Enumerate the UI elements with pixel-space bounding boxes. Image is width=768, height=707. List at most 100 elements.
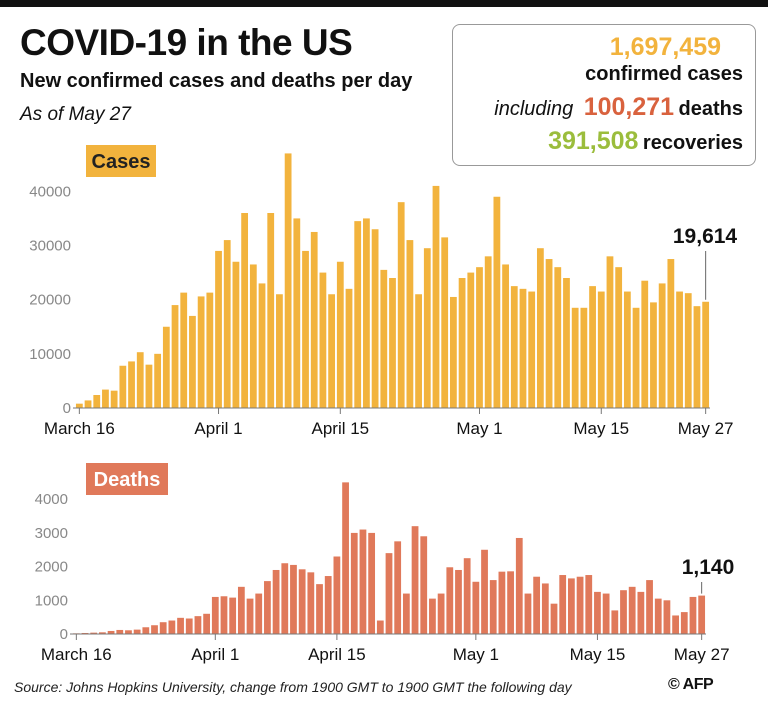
bar	[237, 586, 245, 634]
bar	[620, 590, 627, 634]
bar	[684, 293, 692, 408]
bar	[455, 569, 462, 634]
bar	[267, 213, 275, 408]
bar	[203, 613, 211, 634]
bar	[702, 301, 710, 408]
bar	[628, 586, 636, 634]
bar	[689, 596, 697, 634]
x-tick-label: May 1	[453, 645, 499, 664]
bar	[102, 389, 109, 408]
bar	[571, 307, 579, 408]
bar	[650, 302, 657, 408]
bar	[528, 291, 536, 408]
bar	[698, 595, 706, 634]
bar	[180, 292, 188, 408]
bar	[229, 597, 237, 634]
bar	[632, 307, 640, 408]
bar	[576, 576, 584, 634]
recoveries-total: 391,508	[548, 127, 639, 155]
bar	[185, 618, 193, 634]
bar	[432, 185, 440, 408]
bar	[397, 202, 405, 408]
bar	[641, 280, 649, 408]
bar	[658, 283, 666, 408]
series-tag-box	[86, 145, 156, 177]
bar	[189, 315, 196, 408]
bar	[429, 598, 436, 634]
bar	[563, 278, 570, 408]
bar	[406, 240, 414, 408]
bar	[368, 532, 376, 634]
bar	[284, 153, 292, 408]
bar	[510, 286, 518, 408]
bar	[125, 630, 132, 634]
bar	[672, 615, 679, 634]
bar	[646, 580, 653, 634]
bar	[90, 632, 98, 634]
bar	[293, 218, 301, 408]
bar	[359, 529, 367, 634]
bar	[162, 326, 170, 408]
bar	[693, 306, 701, 408]
bar	[223, 240, 231, 408]
bar	[177, 617, 184, 634]
bar	[411, 526, 419, 634]
bar	[476, 267, 483, 408]
bar	[446, 567, 454, 634]
bar	[394, 541, 402, 634]
bar	[354, 221, 362, 408]
bar	[585, 575, 593, 634]
bar	[211, 596, 219, 634]
bar	[541, 583, 549, 634]
bar	[319, 272, 327, 408]
source-note: Source: Johns Hopkins University, change…	[14, 679, 572, 695]
bar	[597, 291, 605, 408]
y-tick-label: 20000	[29, 292, 71, 309]
cases-label-line: confirmed cases	[585, 63, 743, 86]
bar	[515, 537, 523, 634]
bar	[554, 267, 562, 408]
bar	[380, 269, 388, 408]
bar	[350, 532, 358, 634]
bar	[276, 294, 283, 408]
bar	[524, 593, 532, 634]
page-subtitle: New confirmed cases and deaths per day	[20, 70, 413, 92]
recoveries-line: 391,508 recoveries	[548, 127, 743, 156]
x-tick-label: March 16	[44, 419, 115, 438]
cases-label: confirmed cases	[585, 63, 743, 85]
bar	[194, 616, 202, 634]
bar	[215, 250, 222, 408]
y-tick-label: 30000	[29, 238, 71, 255]
last-value-label: 19,614	[673, 225, 738, 248]
bar	[663, 600, 671, 634]
bar	[128, 361, 135, 408]
x-tick-label: April 15	[308, 645, 366, 664]
bar	[420, 536, 428, 634]
top-rule	[0, 0, 768, 7]
bar	[107, 630, 115, 634]
series-tag: Deaths	[86, 463, 168, 495]
bar	[133, 629, 141, 634]
x-tick-label: May 1	[456, 419, 502, 438]
bar	[376, 620, 384, 634]
bar	[81, 632, 89, 634]
bar	[93, 395, 101, 408]
bar	[580, 307, 588, 408]
y-tick-label: 2000	[35, 559, 68, 576]
bar	[264, 581, 271, 634]
bar	[680, 612, 688, 634]
bar	[333, 556, 341, 634]
bar	[220, 596, 228, 634]
deaths-label: deaths	[678, 98, 743, 120]
x-tick-label: April 1	[191, 645, 239, 664]
bar	[594, 591, 601, 634]
bar	[336, 261, 344, 408]
bar	[389, 278, 396, 408]
bar	[519, 288, 527, 408]
series-tag: Cases	[86, 145, 156, 177]
x-tick-label: May 15	[573, 419, 629, 438]
cases-chart: 0 10000 20000 30000 40000 March 16 April 1 Apri…	[29, 145, 738, 438]
y-tick-label: 10000	[29, 346, 71, 363]
bar	[615, 267, 623, 408]
x-tick-label: March 16	[41, 645, 112, 664]
